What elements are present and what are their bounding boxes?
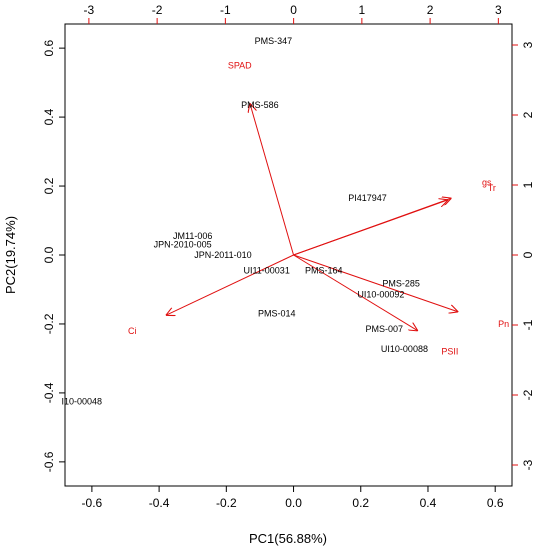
right-tick-label: -3 (521, 459, 535, 470)
y-tick-label: 0.4 (42, 108, 56, 125)
observation-label: PMS-007 (366, 324, 404, 334)
observation-label: UI10-00092 (357, 290, 404, 300)
variable-label-ci: Ci (128, 326, 137, 336)
x-tick-label: 0.6 (487, 496, 504, 510)
x-tick-label: -0.2 (216, 496, 237, 510)
observation-label: JPN-2011-010 (194, 250, 251, 260)
loading-arrow-tr (293, 200, 449, 256)
observation-label: PMS-164 (305, 266, 343, 276)
observation-label: I10-00048 (62, 397, 103, 407)
x-tick-label: -0.4 (149, 496, 170, 510)
variable-label-psii: PSII (441, 347, 458, 357)
y-axis-left: -0.6 -0.4 -0.2 0.0 0.2 0.4 0.6 (42, 39, 65, 472)
observation-labels: PMS-347 PMS-586 PI417947 JM11-006JPN-2010-0… (62, 36, 428, 406)
x-tick-label: -0.6 (82, 496, 103, 510)
variable-label-spad: SPAD (228, 60, 252, 70)
right-tick-label: -1 (521, 319, 535, 330)
x-axis-title: PC1(56.88%) (249, 531, 327, 546)
loading-arrow-ci (166, 254, 294, 315)
plot-frame (64, 23, 513, 487)
y-tick-label: -0.4 (42, 382, 56, 403)
y-tick-label: 0.6 (42, 39, 56, 56)
x-tick-label: 0.0 (285, 496, 302, 510)
loading-arrow-spad (250, 103, 295, 256)
right-tick-label: -2 (521, 389, 535, 400)
y-tick-label: 0.2 (42, 177, 56, 194)
variable-label-pn: Pn (498, 319, 509, 329)
x-axis-top: -3 -2 -1 0 1 2 3 (84, 3, 502, 24)
top-tick-label: -1 (220, 3, 231, 17)
observation-label: JM11-006 (173, 231, 212, 241)
y-tick-label: -0.6 (42, 451, 56, 472)
right-tick-label: 2 (521, 111, 535, 118)
y-axis-title: PC2(19.74%) (3, 216, 18, 294)
top-tick-label: -3 (84, 3, 95, 17)
observation-label: PMS-347 (255, 36, 293, 46)
observation-label: UI11-00031 (243, 266, 289, 276)
observation-label: PMS-586 (241, 100, 279, 110)
top-tick-label: -2 (152, 3, 163, 17)
y-tick-label: 0.0 (42, 246, 56, 263)
right-tick-label: 0 (521, 251, 535, 258)
observation-label: PMS-285 (382, 278, 420, 288)
top-tick-label: 0 (290, 3, 297, 17)
observation-label: JPN-2010-005 (154, 240, 212, 250)
observation-label: UI10-00088 (381, 344, 428, 354)
observation-label: PI417947 (348, 193, 387, 203)
loading-arrow-pn (293, 254, 459, 312)
top-tick-label: 2 (427, 3, 434, 17)
x-axis-bottom: -0.6 -0.4 -0.2 0.0 0.2 0.4 0.6 (82, 486, 504, 510)
y-tick-label: -0.2 (42, 313, 56, 334)
variable-label-gs: gs (482, 178, 492, 188)
loading-arrow-psii (293, 254, 418, 331)
x-tick-label: 0.4 (420, 496, 437, 510)
variable-label-tr: Tr (488, 183, 496, 193)
top-tick-label: 3 (495, 3, 502, 17)
right-tick-label: 3 (521, 41, 535, 48)
observation-label: PMS-014 (258, 309, 296, 319)
top-tick-label: 1 (359, 3, 366, 17)
right-tick-label: 1 (521, 181, 535, 188)
x-tick-label: 0.2 (352, 496, 369, 510)
y-axis-right: 3 2 1 0 -1 -2 -3 (512, 41, 535, 470)
loading-arrows (166, 103, 458, 331)
